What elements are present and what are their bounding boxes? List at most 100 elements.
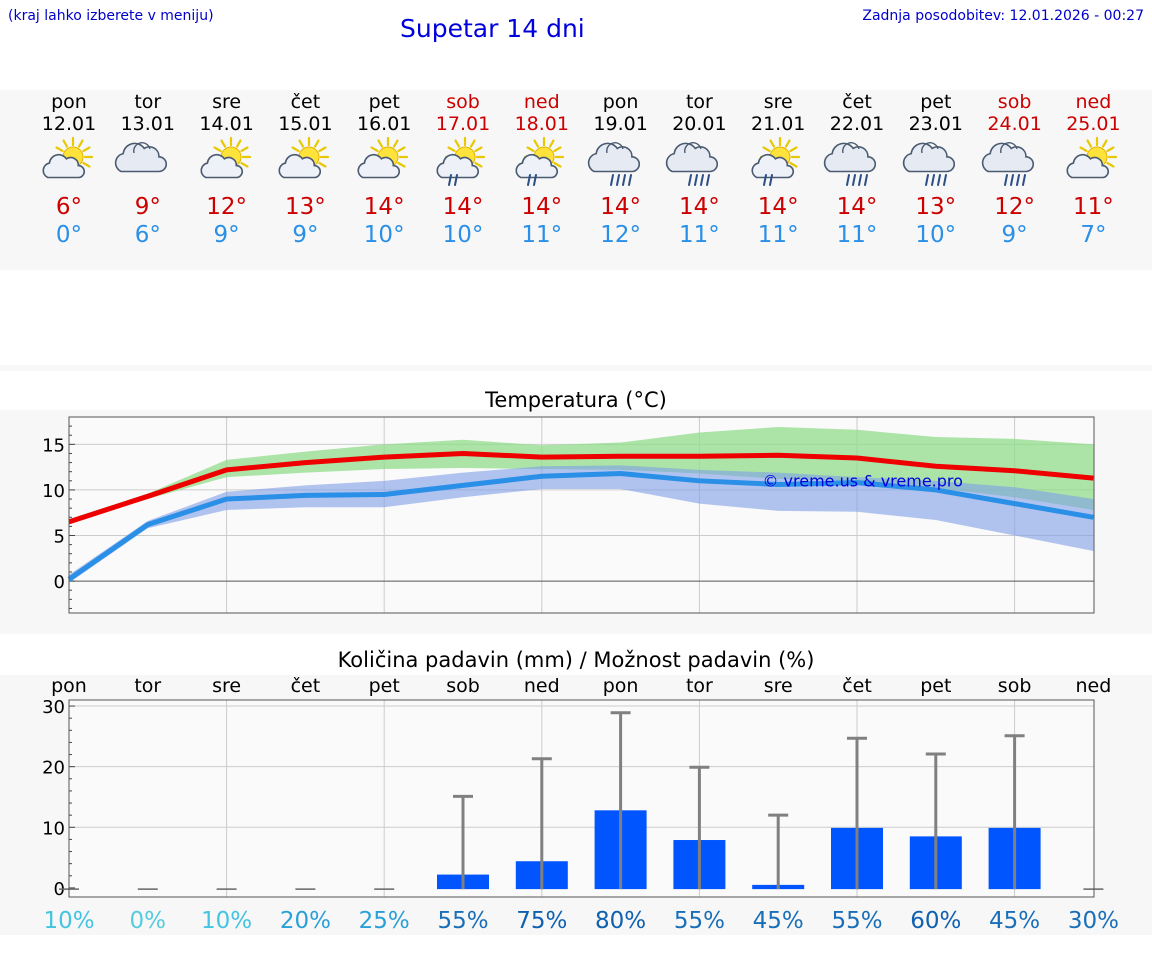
min-temperature: 10° [363, 222, 405, 248]
day-date: 22.01 [829, 113, 885, 135]
sun-cloud-rain-icon [515, 136, 564, 186]
forecast-day: čet 15.01 13° 9° [265, 90, 345, 249]
x-category-label: sre [764, 675, 793, 697]
precipitation-probability: 45% [753, 908, 804, 934]
day-name: sob [997, 91, 1032, 113]
max-temperature: 9° [134, 194, 161, 220]
sun-cloud-rain-icon [751, 136, 801, 186]
cloud-rain-icon [823, 142, 876, 186]
x-category-label: sre [212, 675, 241, 697]
max-temperature: 14° [600, 194, 641, 220]
day-name: čet [842, 91, 872, 113]
forecast-strip: pon 12.01 6° 0° tor 13.01 9° 6° sre 14.01 12° 9° čet… [0, 90, 1152, 270]
forecast-day: sre 14.01 12° 9° [187, 90, 267, 249]
day-date: 21.01 [750, 113, 806, 135]
cloud-rain-icon [587, 142, 640, 186]
max-temperature: 6° [55, 194, 83, 220]
max-temperature: 12° [206, 194, 247, 220]
min-temperature: 10° [442, 222, 484, 248]
min-temperature: 12° [600, 222, 641, 248]
precipitation-probability: 10% [201, 908, 252, 934]
day-name: sre [212, 91, 242, 113]
min-temperature: 7° [1080, 222, 1107, 248]
min-temperature: 0° [55, 222, 83, 248]
min-temperature-line [67, 471, 1094, 582]
forecast-day: tor 13.01 9° 6° [108, 90, 188, 249]
x-category-label: pon [51, 675, 87, 697]
precipitation-probability: 55% [831, 908, 882, 934]
max-temperature: 13° [915, 194, 957, 220]
day-date: 19.01 [593, 113, 648, 135]
min-temperature: 9° [292, 222, 319, 248]
y-tick-label: 20 [42, 758, 65, 779]
last-updated: Zadnja posodobitev: 12.01.2026 - 00:27 [862, 8, 1144, 24]
day-date: 23.01 [908, 113, 963, 135]
day-name: pon [602, 91, 639, 113]
max-temperature-line [68, 450, 1094, 525]
page-title: Supetar 14 dni [400, 14, 585, 43]
x-category-label: ned [524, 675, 560, 697]
temperature-chart-title: Temperatura (°C) [485, 388, 667, 412]
max-temperature: 14° [521, 194, 563, 220]
forecast-day: ned 25.01 11° 7° [1053, 90, 1133, 249]
precipitation-probability: 20% [280, 908, 331, 934]
y-tick-label: 5 [54, 527, 65, 548]
forecast-day: pet 23.01 13° 10° [896, 90, 976, 249]
precipitation-probability: 75% [516, 908, 567, 934]
x-category-label: tor [134, 675, 161, 697]
x-category-label: čet [842, 675, 872, 697]
precipitation-probability: 80% [595, 908, 646, 934]
y-tick-label: 10 [42, 481, 65, 502]
min-temperature: 10° [915, 222, 957, 248]
max-temperature: 14° [363, 194, 405, 220]
precipitation-probability: 60% [910, 908, 961, 934]
max-temperature: 14° [836, 194, 878, 220]
day-date: 20.01 [672, 113, 727, 135]
day-name: tor [685, 91, 713, 113]
x-category-label: tor [686, 675, 713, 697]
max-temperature: 13° [285, 194, 326, 220]
day-name: ned [523, 91, 560, 113]
x-category-label: čet [291, 675, 321, 697]
sun-cloud-icon [357, 136, 409, 179]
y-tick-label: 0 [54, 572, 65, 593]
cloud-rain-icon [981, 142, 1034, 186]
plot-frame [68, 699, 1095, 898]
day-name: sre [763, 91, 793, 113]
day-date: 15.01 [278, 113, 333, 135]
max-temperature-band [69, 427, 1094, 524]
max-temperature: 11° [1073, 194, 1114, 220]
forecast-day: čet 22.01 14° 11° [817, 90, 897, 249]
forecast-day: sob 24.01 12° 9° [975, 90, 1055, 249]
cloud-rain-icon [666, 142, 719, 186]
precipitation-probability: 55% [437, 908, 488, 934]
forecast-day: tor 20.01 14° 11° [659, 90, 739, 249]
precipitation-chart-title: Količina padavin (mm) / Možnost padavin … [337, 648, 815, 672]
x-category-label: pon [603, 675, 639, 697]
x-category-label: pet [369, 675, 400, 697]
min-temperature: 11° [521, 222, 563, 248]
y-tick-label: 15 [42, 435, 65, 456]
sun-cloud-rain-icon [436, 136, 486, 186]
precipitation-probability: 45% [989, 908, 1040, 934]
max-temperature: 14° [679, 194, 720, 220]
sun-cloud-icon [42, 136, 94, 179]
day-date: 24.01 [987, 113, 1042, 135]
sun-cloud-icon [1066, 136, 1118, 179]
day-date: 16.01 [356, 113, 412, 135]
location-hint: (kraj lahko izberete v meniju) [8, 8, 214, 24]
min-temperature: 6° [134, 222, 161, 248]
forecast-day: sre 21.01 14° 11° [738, 90, 818, 249]
day-date: 14.01 [199, 113, 254, 135]
day-name: pet [368, 91, 400, 113]
min-temperature: 11° [757, 222, 799, 248]
day-date: 25.01 [1066, 113, 1121, 135]
min-temperature: 9° [1001, 222, 1028, 248]
sun-cloud-icon [200, 136, 251, 179]
x-category-label: ned [1076, 675, 1112, 697]
day-name: pet [920, 91, 952, 113]
divider-band [0, 365, 1152, 371]
day-date: 17.01 [435, 113, 491, 135]
y-tick-label: 10 [42, 818, 65, 839]
